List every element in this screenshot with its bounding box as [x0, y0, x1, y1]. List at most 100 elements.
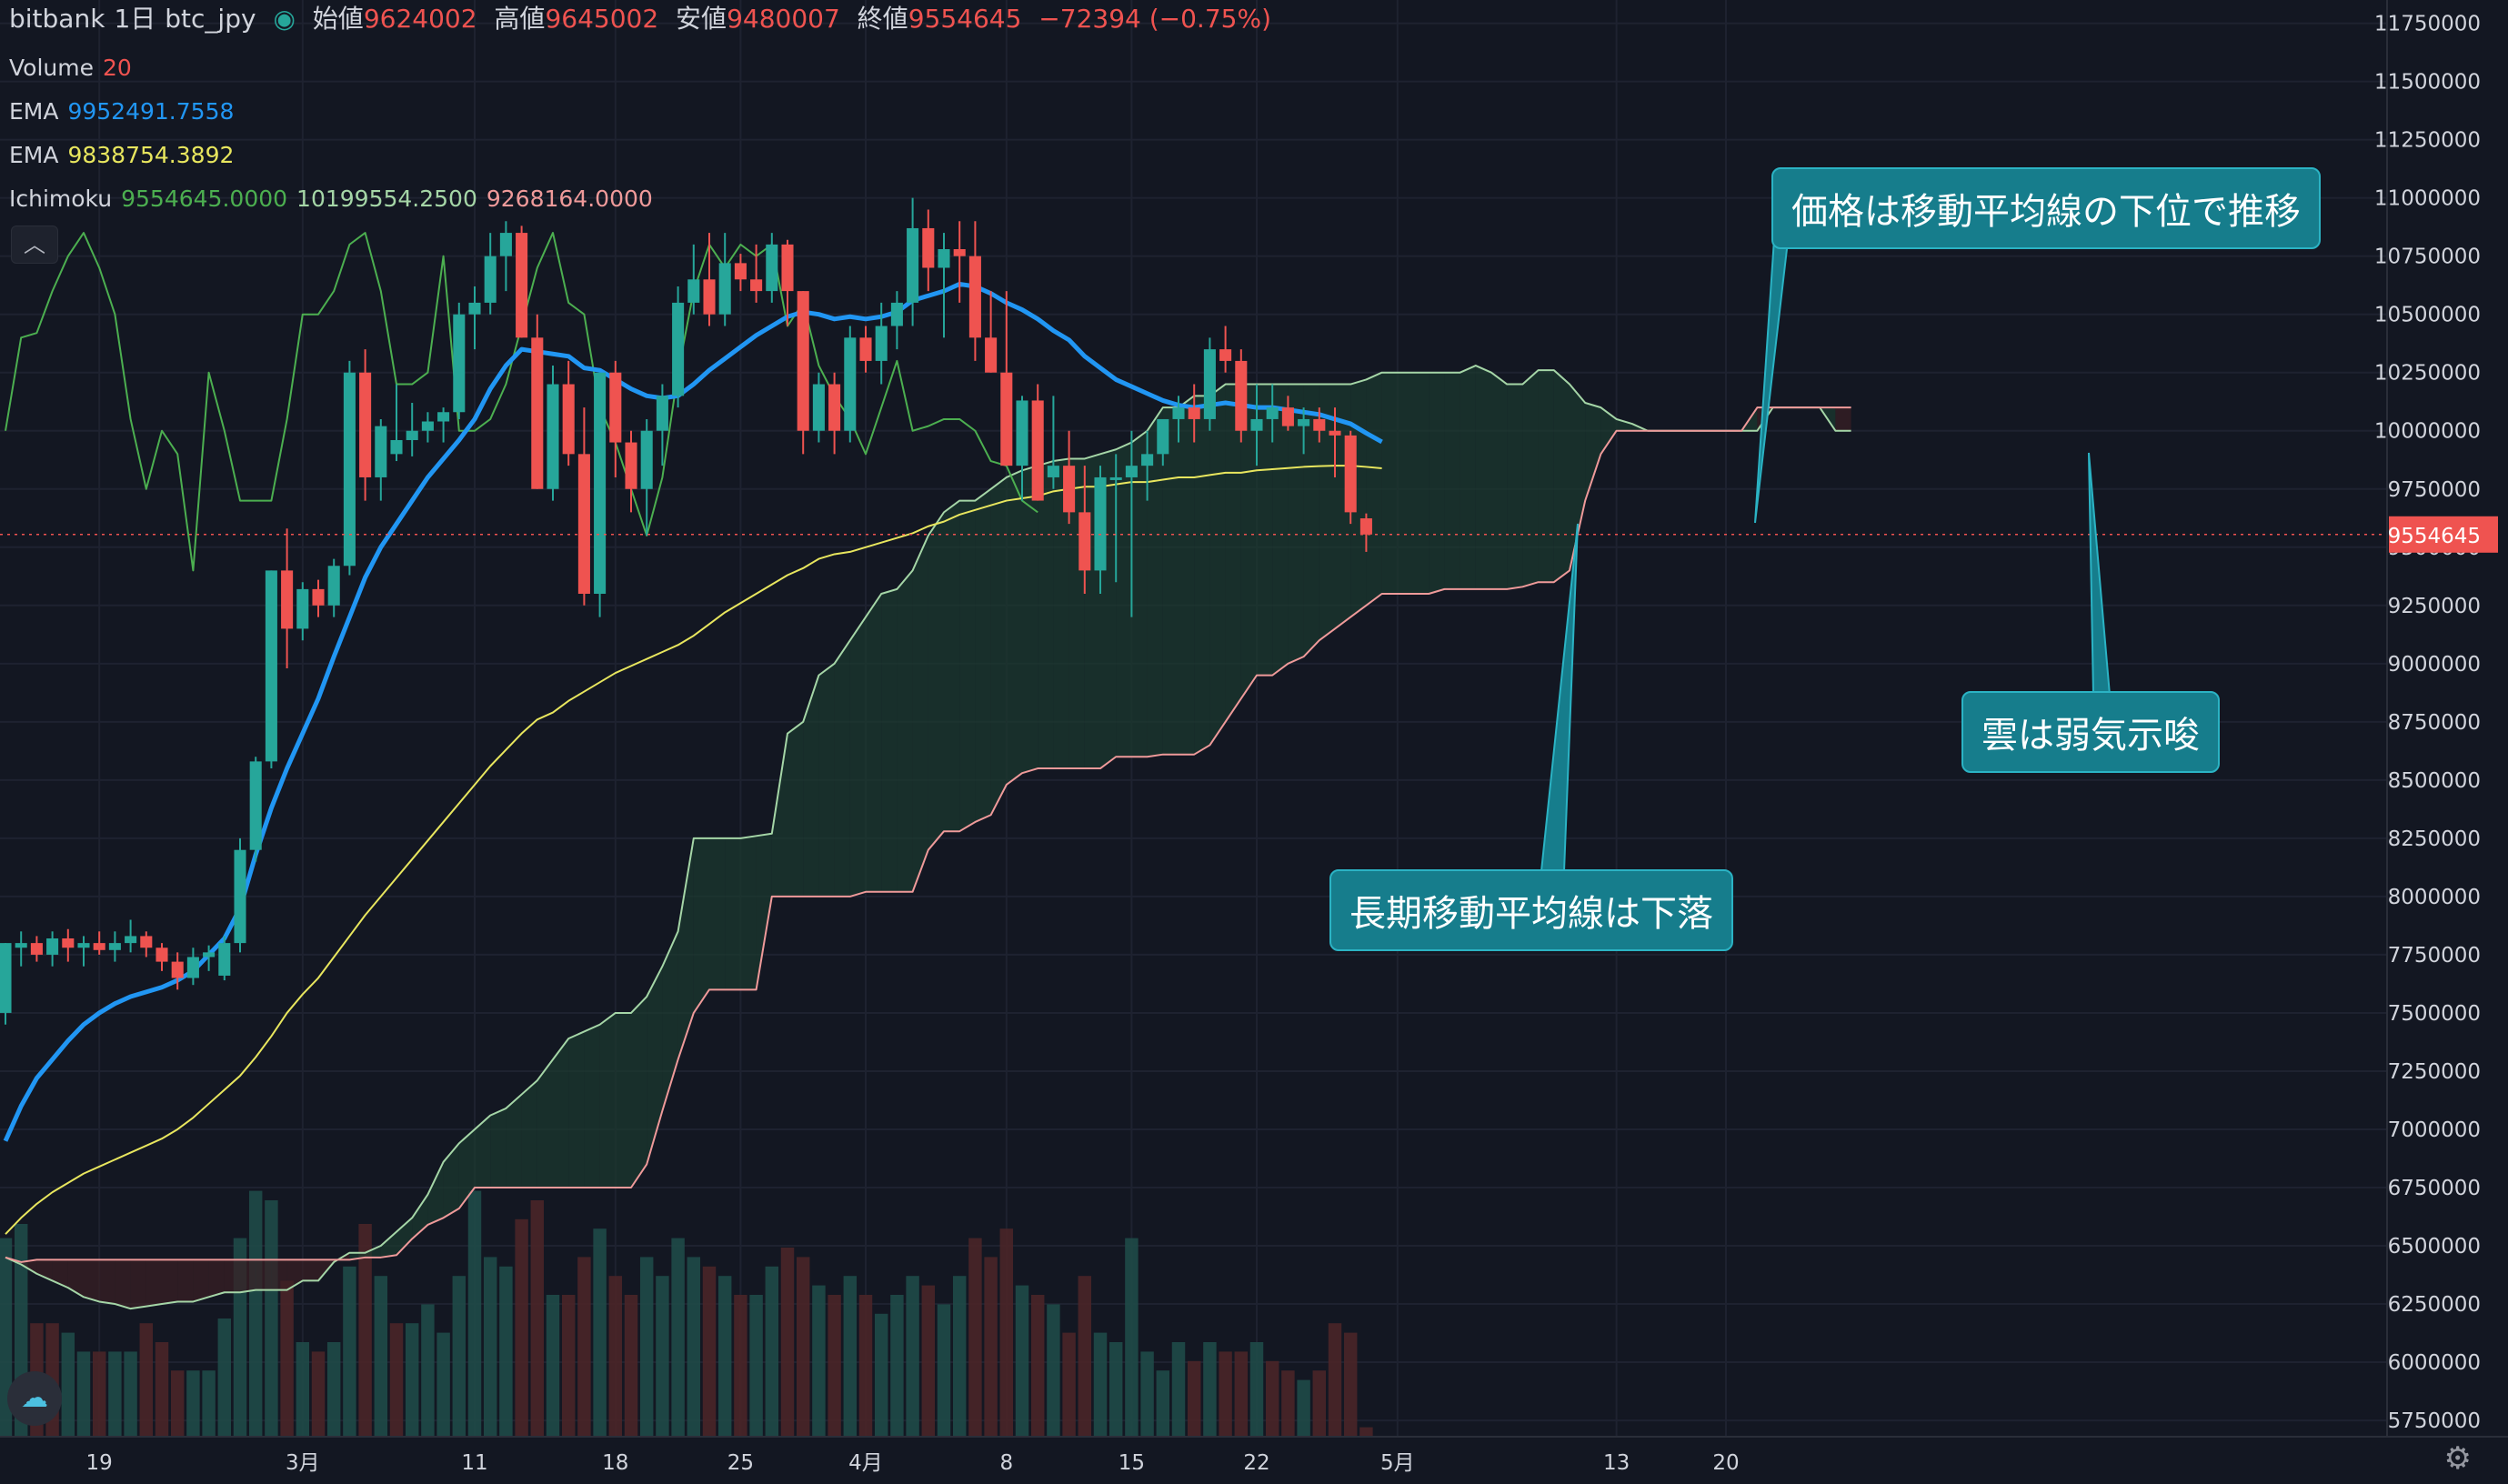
candle-body[interactable]: [327, 566, 340, 606]
candle-body[interactable]: [797, 291, 809, 431]
candle-body[interactable]: [281, 570, 294, 629]
collapse-legend-button[interactable]: ︿: [11, 226, 58, 264]
candle-body[interactable]: [249, 761, 262, 850]
interval[interactable]: 1日: [114, 4, 156, 34]
candle-body[interactable]: [375, 426, 387, 477]
candle-body[interactable]: [125, 936, 137, 944]
candle-body[interactable]: [766, 244, 778, 292]
candle-body[interactable]: [1250, 418, 1263, 431]
candle-body[interactable]: [171, 961, 184, 978]
candle-body[interactable]: [1109, 476, 1122, 480]
candle-body[interactable]: [1078, 512, 1091, 571]
candle-body[interactable]: [93, 943, 105, 950]
candle-body[interactable]: [0, 943, 12, 1013]
candle-body[interactable]: [687, 279, 700, 303]
candle-body[interactable]: [734, 263, 747, 280]
ema-fast-legend[interactable]: EMA 9952491.7558: [9, 96, 243, 127]
candle-body[interactable]: [1344, 435, 1357, 513]
candle-body[interactable]: [656, 396, 668, 431]
candle-body[interactable]: [1000, 372, 1013, 466]
candle-body[interactable]: [968, 256, 981, 338]
candle-body[interactable]: [1203, 349, 1216, 419]
candle-body[interactable]: [594, 372, 607, 594]
candle-body[interactable]: [1094, 476, 1107, 571]
candle-body[interactable]: [718, 263, 731, 315]
candle-body[interactable]: [640, 430, 653, 489]
candle-body[interactable]: [859, 337, 872, 361]
candle-body[interactable]: [1172, 407, 1185, 419]
settings-gear-icon[interactable]: ⚙: [2443, 1440, 2472, 1477]
candle-body[interactable]: [953, 249, 966, 256]
candle-body[interactable]: [781, 244, 794, 292]
candle-body[interactable]: [1281, 407, 1294, 426]
candle-body[interactable]: [1313, 418, 1326, 431]
candle-body[interactable]: [1329, 430, 1341, 436]
candle-body[interactable]: [437, 412, 450, 422]
candle-body[interactable]: [562, 384, 575, 455]
candle-body[interactable]: [812, 384, 825, 431]
ichimoku-legend[interactable]: Ichimoku 9554645.0000 10199554.2500 9268164…: [9, 184, 662, 215]
candle-body[interactable]: [516, 233, 528, 338]
ema-slow-legend[interactable]: EMA 9838754.3892: [9, 140, 243, 171]
ichimoku-cloud-segment: [380, 1231, 396, 1258]
candle-body[interactable]: [1266, 407, 1279, 419]
candle-body[interactable]: [844, 337, 857, 431]
candle-body[interactable]: [186, 957, 199, 978]
tradingview-logo-icon[interactable]: ☁: [7, 1371, 62, 1426]
symbol[interactable]: btc_jpy: [165, 4, 256, 34]
candle-body[interactable]: [140, 936, 153, 948]
candle-body[interactable]: [1359, 518, 1372, 535]
candle-body[interactable]: [531, 337, 544, 489]
candle-body[interactable]: [625, 442, 637, 489]
candle-body[interactable]: [1188, 407, 1200, 419]
candle-body[interactable]: [1063, 466, 1076, 513]
candle-body[interactable]: [1031, 400, 1044, 501]
candle-body[interactable]: [922, 227, 935, 268]
candle-body[interactable]: [703, 279, 716, 315]
candle-body[interactable]: [359, 372, 372, 477]
candle-body[interactable]: [1157, 418, 1169, 455]
candle-body[interactable]: [484, 256, 497, 303]
candle-body[interactable]: [15, 943, 27, 948]
candle-body[interactable]: [234, 849, 246, 944]
candle-body[interactable]: [985, 337, 998, 373]
candle-body[interactable]: [1125, 466, 1138, 477]
candle-body[interactable]: [890, 302, 903, 326]
exchange-name[interactable]: bitbank: [9, 4, 105, 34]
candle-body[interactable]: [265, 570, 277, 762]
candle-body[interactable]: [1047, 466, 1059, 477]
candle-body[interactable]: [875, 326, 888, 361]
candle-body[interactable]: [1016, 400, 1028, 466]
candle-body[interactable]: [499, 233, 512, 256]
candle-body[interactable]: [218, 943, 231, 976]
candle-body[interactable]: [1298, 418, 1310, 426]
candle-body[interactable]: [296, 588, 309, 629]
candle-body[interactable]: [453, 314, 466, 413]
volume-legend[interactable]: Volume 20: [9, 53, 141, 84]
candle-body[interactable]: [547, 384, 559, 489]
candle-body[interactable]: [577, 454, 590, 594]
ichimoku-cloud-segment: [458, 1128, 475, 1209]
candle-body[interactable]: [672, 302, 685, 396]
candle-body[interactable]: [828, 384, 841, 431]
candle-body[interactable]: [46, 938, 59, 955]
candle-body[interactable]: [406, 430, 418, 440]
candle-body[interactable]: [1235, 360, 1248, 431]
candle-body[interactable]: [203, 952, 216, 958]
candle-body[interactable]: [1141, 454, 1154, 466]
candle-body[interactable]: [907, 227, 919, 303]
candle-body[interactable]: [390, 439, 403, 455]
candle-body[interactable]: [609, 372, 622, 443]
candle-body[interactable]: [468, 302, 481, 315]
candle-body[interactable]: [343, 372, 356, 567]
candle-body[interactable]: [750, 279, 763, 292]
candle-body[interactable]: [62, 938, 75, 948]
candle-body[interactable]: [155, 948, 168, 962]
candle-body[interactable]: [938, 249, 950, 268]
candle-body[interactable]: [312, 588, 325, 606]
candle-body[interactable]: [108, 943, 121, 950]
candle-body[interactable]: [77, 943, 90, 948]
candle-body[interactable]: [1219, 349, 1232, 361]
candle-body[interactable]: [30, 943, 43, 955]
candle-body[interactable]: [421, 421, 434, 431]
